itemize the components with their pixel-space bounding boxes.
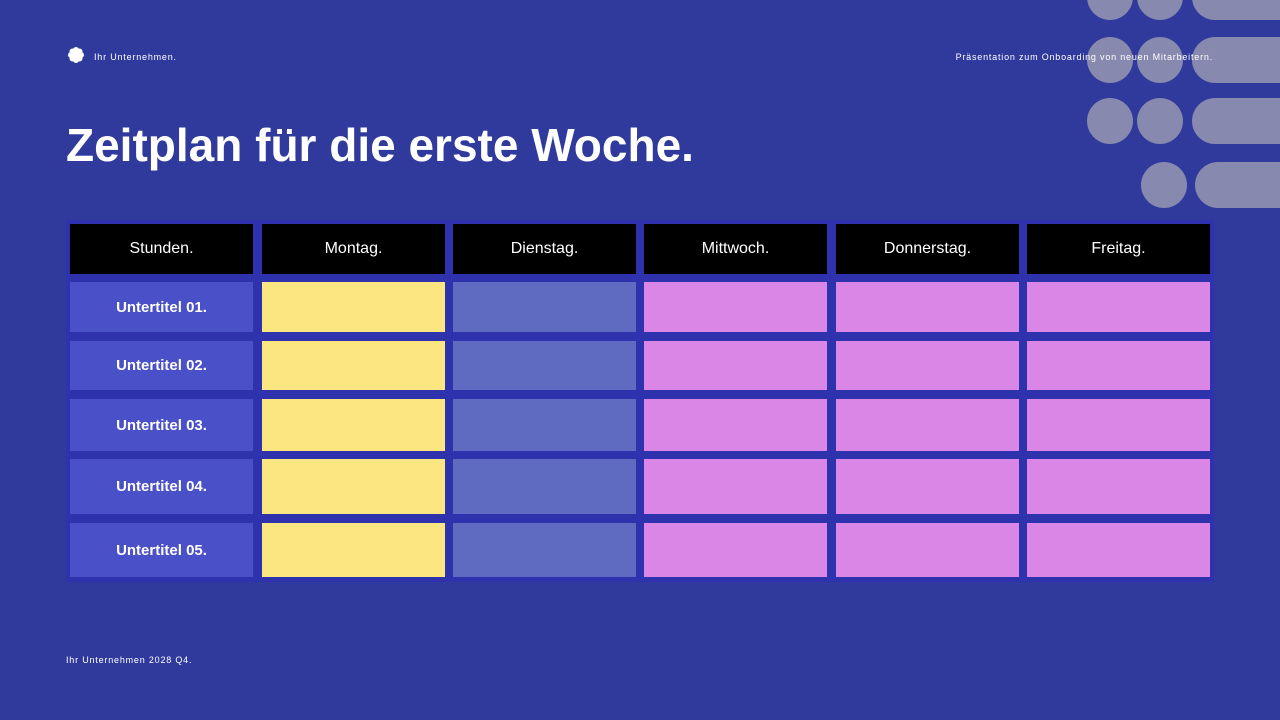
- header-cell: Freitag.: [1027, 224, 1210, 274]
- schedule-cell: [453, 282, 636, 332]
- schedule-cell: [453, 399, 636, 451]
- schedule-cell: [1027, 341, 1210, 390]
- schedule-cell: [453, 523, 636, 577]
- schedule-cell: [1027, 399, 1210, 451]
- schedule-cell: [644, 282, 827, 332]
- schedule-cell: [262, 459, 445, 514]
- schedule-cell: [836, 399, 1019, 451]
- schedule-cell: [1027, 523, 1210, 577]
- header-cell: Montag.: [262, 224, 445, 274]
- subtitle: Präsentation zum Onboarding von neuen Mi…: [955, 52, 1213, 62]
- schedule-cell: [836, 523, 1019, 577]
- schedule-cell: [644, 341, 827, 390]
- title: Zeitplan für die erste Woche.: [66, 119, 694, 171]
- schedule-cell: [262, 399, 445, 451]
- footer: Ihr Unternehmen 2028 Q4.: [66, 655, 193, 665]
- schedule-cell: [836, 341, 1019, 390]
- schedule-cell: [836, 459, 1019, 514]
- schedule-cell: [644, 399, 827, 451]
- schedule-cell: [644, 523, 827, 577]
- schedule-cell: [453, 459, 636, 514]
- schedule-cell: [453, 341, 636, 390]
- schedule-cell: [1027, 282, 1210, 332]
- schedule-cell: [262, 341, 445, 390]
- header-cell: Donnerstag.: [836, 224, 1019, 274]
- schedule-cell: [1027, 459, 1210, 514]
- header-cell: Stunden.: [70, 224, 253, 274]
- row-label: Untertitel 04.: [70, 459, 253, 514]
- schedule-cell: [262, 523, 445, 577]
- row-label: Untertitel 01.: [70, 282, 253, 332]
- schedule-cell: [836, 282, 1019, 332]
- schedule-cell: [644, 459, 827, 514]
- schedule-cell: [262, 282, 445, 332]
- header-cell: Mittwoch.: [644, 224, 827, 274]
- schedule-table: Stunden. Montag. Dienstag. Mittwoch. Donners…: [66, 220, 1214, 582]
- row-label: Untertitel 03.: [70, 399, 253, 451]
- header-cell: Dienstag.: [453, 224, 636, 274]
- company: Ihr Unternehmen.: [94, 52, 177, 62]
- row-label: Untertitel 05.: [70, 523, 253, 577]
- row-label: Untertitel 02.: [70, 341, 253, 390]
